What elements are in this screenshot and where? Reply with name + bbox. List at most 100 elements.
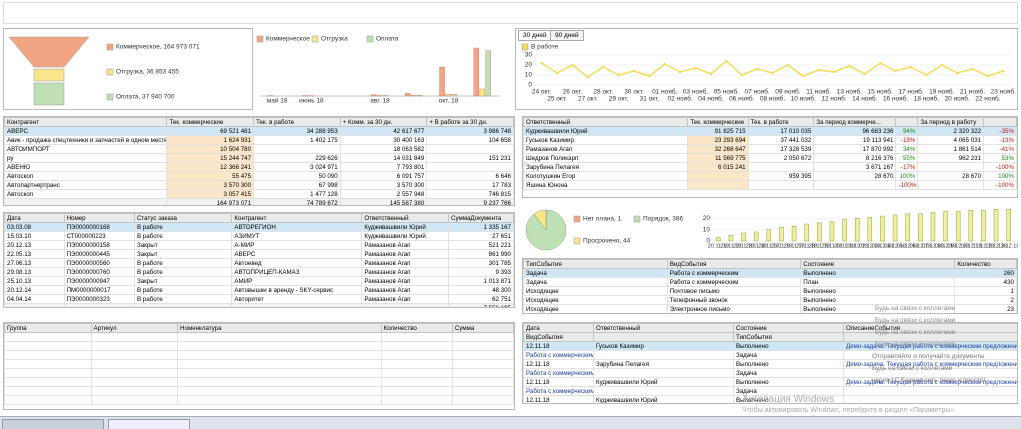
bar — [451, 94, 457, 97]
x-tick-label: 21.11.18 — [720, 243, 741, 249]
cell — [843, 395, 1017, 403]
point — [771, 71, 774, 75]
legend-label: Отгрузка, 36 853 455 — [116, 69, 179, 76]
cell — [380, 386, 453, 396]
cell: Работа с коммерческим — [523, 386, 594, 396]
y-tick-label: 30 — [525, 52, 533, 59]
cell: В работе — [133, 258, 233, 268]
row: 20.12.13 ПЭ0000000158 Закрыт А-МИР Рамазанов… — [4, 240, 514, 250]
x-tick-label: 27.11.18 — [796, 243, 817, 249]
cell: Закрыт — [133, 249, 233, 259]
header-row: ТипСобытия ВидСобытия Состояние Количество — [523, 259, 1017, 269]
cell: Рамазанов Агап — [361, 276, 449, 286]
point — [586, 75, 590, 79]
row: Колотушкин Егор 959 395 28 670 100% 28 670 10… — [523, 171, 1017, 181]
header-row: Контрагент Тек. коммерческие Тек. в работе… — [4, 117, 514, 127]
cell — [177, 395, 382, 405]
bar — [405, 93, 411, 97]
cell: Исходящее — [523, 295, 668, 305]
point — [925, 73, 928, 77]
cell: 9 393 — [447, 267, 514, 277]
cell: АВЕРС — [231, 249, 363, 259]
cell: 746 815 — [426, 189, 514, 199]
x-tick-label: 16 нояб. — [883, 95, 908, 103]
x-tick-label: 30.11.18 — [834, 243, 855, 249]
cell: 4 065 031 — [917, 135, 985, 145]
column-header: Номер — [63, 213, 135, 223]
x-tick-label: 01.12.18 — [846, 243, 867, 249]
x-tick-label: июнь 18 — [299, 98, 324, 105]
cell: В работе — [133, 231, 233, 241]
cell: Гуськов Казимир — [523, 135, 689, 145]
cell: Колотушкин Егор — [523, 171, 689, 181]
x-tick-label: 10 нояб. — [791, 95, 816, 103]
cell — [451, 332, 514, 342]
cell: 48 300 — [447, 285, 514, 295]
column-header — [983, 117, 1017, 127]
cell: 69 521 481 — [166, 126, 255, 136]
cell — [593, 386, 734, 396]
tab[interactable]: 90 дней — [550, 30, 584, 41]
notification: Отправляйте и получайте документы — [872, 353, 985, 360]
cell — [687, 171, 749, 181]
cell: 53% — [983, 153, 1017, 163]
point — [632, 69, 636, 73]
cell: АМИР — [231, 276, 363, 286]
cell: 100% — [895, 171, 919, 181]
x-tick-label: 11 нояб. — [806, 88, 831, 96]
cell: 6 646 — [426, 171, 514, 181]
cell: СТ000000223 — [63, 231, 135, 241]
cell — [747, 162, 815, 172]
bar — [791, 226, 797, 242]
column-header: Тек. коммерческие — [166, 117, 255, 127]
cell: Рамазанов Агап — [361, 258, 449, 268]
cell — [4, 368, 92, 378]
bar — [445, 94, 451, 97]
point — [786, 63, 790, 67]
empty-row — [4, 377, 514, 387]
tab[interactable]: 30 дней — [518, 30, 552, 41]
legend-label: Порядок, 386 — [643, 216, 683, 223]
cell: Рамазанов Агап — [361, 240, 449, 250]
x-tick-label: 15 нояб. — [868, 88, 893, 96]
column-header: Контрагент — [4, 117, 168, 127]
cell — [380, 350, 453, 360]
cell — [177, 332, 382, 342]
x-tick-label: 28 окт. — [593, 89, 613, 96]
x-tick-label: 09 нояб. — [775, 88, 800, 96]
cell — [451, 395, 514, 405]
empty-row — [4, 368, 514, 378]
x-tick-label: 29 окт. — [609, 96, 629, 103]
row: Рамазанов Агап 32 268 647 17 328 539 17 870… — [523, 144, 1017, 154]
cell: 17 870 992 — [813, 144, 897, 154]
bar — [968, 210, 974, 242]
taskbar-button[interactable] — [2, 419, 104, 429]
table: Ответственный Тек. коммерческие Тек. в раб… — [523, 117, 1017, 190]
column-header: Статус заказа — [133, 213, 233, 223]
x-tick-label: 09.12.18 — [947, 243, 968, 249]
empty-row — [4, 395, 514, 405]
x-tick-label: май 18 — [267, 97, 288, 105]
cell: В работе — [133, 267, 233, 277]
total-cell — [361, 303, 449, 307]
table: Дата Ответственный Состояние ОписаниеСобыти… — [523, 323, 1017, 403]
cell: ПЭ0000000323 — [63, 294, 135, 304]
taskbar-button[interactable] — [108, 419, 190, 429]
notification: через 1С:Бизнес-сеть легко и просто! — [872, 377, 986, 384]
legend-label: Оплата, 37 940 700 — [116, 94, 175, 101]
column-header: Группа — [4, 323, 92, 333]
row: 29.08.13 ПЭ0000000760 В работе АВТОПРИЦЕП-К… — [4, 267, 514, 277]
x-tick-label: 30 окт. — [624, 89, 644, 96]
row: 27.06.13 ПЭ0000000560 В работе Автоевед Рама… — [4, 258, 514, 268]
cell: 7 793 801 — [339, 162, 428, 172]
x-tick-label: 05.12.18 — [897, 243, 918, 249]
bar — [439, 67, 445, 97]
header-row: Группа Артикул Номенклатура Количество Сумма — [4, 323, 514, 333]
point — [955, 71, 959, 75]
totals-row: 7 556 195 — [4, 303, 514, 307]
cell: 962 231 — [917, 153, 985, 163]
cell: 50 090 — [253, 171, 341, 181]
bar — [918, 213, 923, 242]
cell — [451, 341, 514, 351]
